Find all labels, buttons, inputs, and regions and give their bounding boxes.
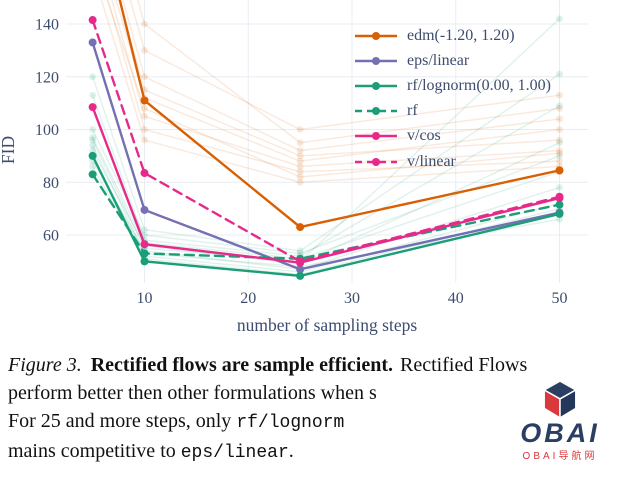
- fid-chart: 60 80 100 120 140 10 20 30 40 50 number of samplin…: [0, 0, 588, 335]
- legend-swatch-solid-line-icon: [355, 81, 397, 90]
- background-series-16: [136, 0, 563, 147]
- legend-item: v/linear: [354, 149, 551, 174]
- caption-text: For 25 and more steps, only: [8, 410, 237, 432]
- series-edm-1-20-1-20: [118, 0, 564, 232]
- legend-item: rf/lognorm(0.00, 1.00): [354, 73, 551, 98]
- background-series-13: [111, 0, 563, 170]
- legend-swatch-dashed-line-icon: [355, 157, 397, 166]
- legend-item: v/cos: [354, 124, 551, 149]
- obai-cube-icon: [542, 380, 578, 420]
- caption-code-eps-linear: eps/linear: [180, 443, 289, 463]
- caption-code-rf-lognorm: rf/lognorm: [236, 413, 345, 433]
- series-v-linear: [88, 16, 564, 266]
- legend-label: rf/lognorm(0.00, 1.00): [407, 76, 551, 94]
- x-tick-label: 30: [344, 290, 360, 307]
- figure-number-label: Figure 3.: [8, 354, 82, 376]
- legend-swatch-dashed-line-icon: [355, 107, 397, 116]
- caption-bold-title: Rectified flows are sample efficient.: [90, 354, 394, 376]
- obai-watermark: OBAI OBAI导航网: [478, 378, 642, 481]
- grid: [66, 0, 588, 283]
- y-tick-label: 140: [35, 17, 59, 34]
- background-series-10: [129, 0, 563, 133]
- legend-swatch-solid-line-icon: [355, 132, 397, 141]
- caption-text: Rectified Flows: [400, 354, 528, 376]
- y-tick-label: 100: [35, 122, 59, 139]
- y-axis-label: FID: [0, 136, 18, 164]
- background-series-18: [106, 0, 563, 181]
- caption-line-1: Figure 3. Rectified flows are sample effi…: [8, 351, 638, 379]
- legend-swatch-solid-line-icon: [355, 31, 397, 40]
- legend-label: edm(-1.20, 1.20): [407, 26, 515, 44]
- fid-chart-canvas: 60 80 100 120 140 10 20 30 40 50 number of samplin…: [0, 0, 588, 335]
- caption-text: mains competitive to: [8, 440, 181, 462]
- legend-label: v/linear: [407, 152, 456, 170]
- caption-text: .: [288, 440, 294, 462]
- series-rf-lognorm-0-00-1-00: [88, 151, 564, 280]
- legend-label: rf: [407, 102, 418, 120]
- x-tick-label: 20: [240, 290, 256, 307]
- y-tick-label: 60: [43, 228, 59, 245]
- legend-label: eps/linear: [407, 51, 470, 69]
- legend-label: v/cos: [407, 127, 441, 145]
- obai-subtext: OBAI导航网: [522, 451, 598, 462]
- legend-swatch-solid-line-icon: [355, 56, 397, 65]
- caption-line-3: For 25 and more steps, only rf/lognorm: [8, 407, 638, 437]
- legend-item: eps/linear: [354, 48, 551, 73]
- y-tick-label: 120: [35, 69, 59, 86]
- x-axis-label: number of sampling steps: [237, 315, 418, 335]
- x-tick-label: 10: [137, 290, 153, 307]
- series-rf: [88, 170, 564, 263]
- background-series-11: [122, 0, 563, 155]
- background-series-14: [107, 0, 563, 176]
- x-tick-label: 50: [552, 290, 568, 307]
- legend-item: rf: [354, 99, 551, 124]
- obai-brand-text: OBAI: [520, 418, 600, 448]
- caption-line-2: perform better then other formulations w…: [8, 382, 377, 404]
- caption-line-4: mains competitive to eps/linear.: [8, 437, 638, 467]
- x-tick-label: 40: [448, 290, 464, 307]
- legend-item: edm(-1.20, 1.20): [354, 23, 551, 48]
- chart-legend: edm(-1.20, 1.20) eps/linear rf/lognorm(0.0…: [354, 23, 551, 174]
- background-series-15: [100, 0, 563, 186]
- y-tick-label: 80: [43, 175, 59, 192]
- figure-caption: Figure 3. Rectified flows are sample effi…: [8, 351, 638, 467]
